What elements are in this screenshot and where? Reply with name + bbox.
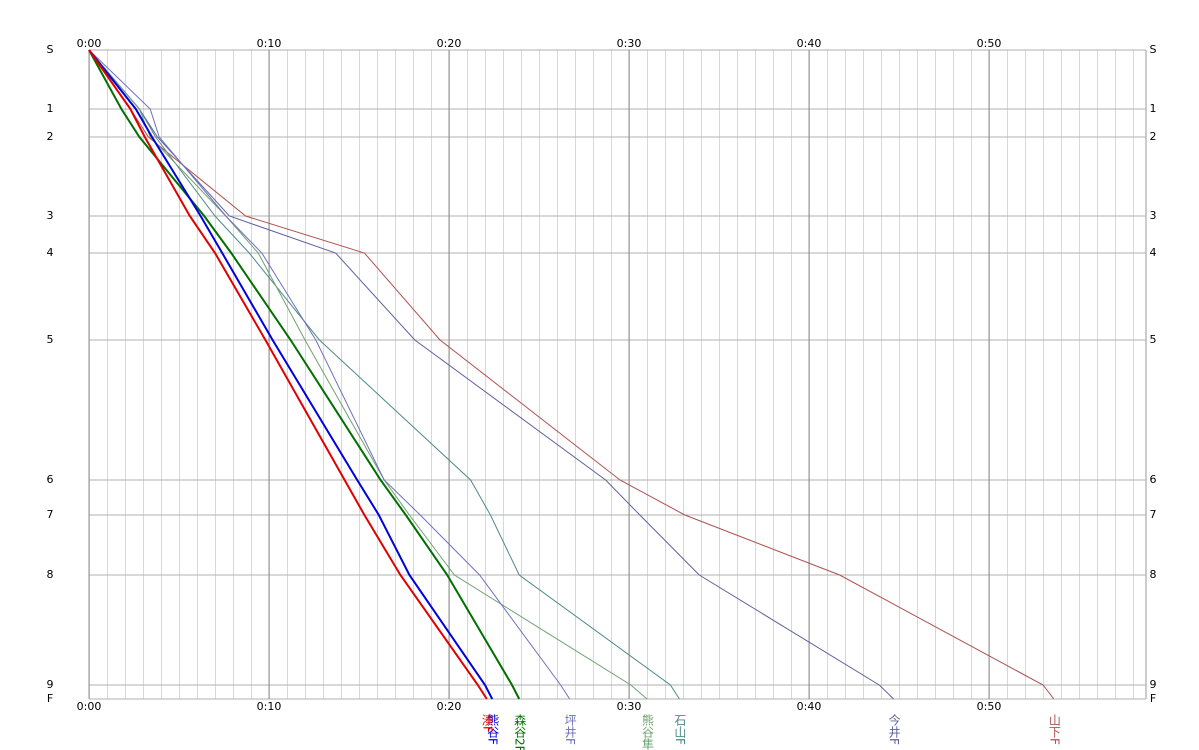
y-tick-label: S (47, 43, 54, 56)
y-tick-label: 6 (1150, 473, 1157, 486)
y-tick-label: 1 (1150, 102, 1157, 115)
y-tick-label: 9 (47, 678, 54, 691)
race-line (88, 49, 571, 700)
x-tick-label: 0:30 (617, 37, 642, 50)
y-tick-label: 2 (1150, 130, 1157, 143)
runner-label: 熊谷F (486, 713, 500, 745)
y-tick-label: 5 (1150, 333, 1157, 346)
y-tick-label: 7 (47, 508, 54, 521)
x-tick-label: 0:40 (797, 700, 822, 713)
x-tick-label: 0:00 (77, 37, 102, 50)
race-line (88, 49, 494, 700)
race-line (88, 49, 680, 700)
x-tick-label: 0:20 (437, 700, 462, 713)
minor-grid (89, 50, 1146, 699)
runner-label: 熊谷隼 (641, 713, 655, 750)
runner-label: 石山F (673, 714, 687, 745)
y-tick-label: F (1150, 692, 1156, 705)
y-tick-label: 4 (1150, 246, 1157, 259)
y-tick-label: 5 (47, 333, 54, 346)
runner-label: 森谷2F (513, 713, 527, 750)
x-tick-label: 0:30 (617, 700, 642, 713)
x-tick-label: 0:50 (977, 37, 1002, 50)
y-tick-label: 6 (47, 473, 54, 486)
race-line (88, 49, 521, 700)
y-tick-label: F (47, 692, 53, 705)
race-line (88, 49, 1055, 700)
x-tick-label: 0:10 (257, 37, 282, 50)
y-tick-label: 3 (1150, 209, 1157, 222)
race-line (88, 49, 894, 700)
runner-label: 山下F (1047, 714, 1061, 745)
y-tick-label: 9 (1150, 678, 1157, 691)
y-tick-label: 8 (1150, 568, 1157, 581)
y-tick-label: 3 (47, 209, 54, 222)
x-tick-label: 0:00 (77, 700, 102, 713)
race-line (88, 49, 488, 700)
y-tick-label: S (1150, 43, 1157, 56)
y-tick-label: 4 (47, 246, 54, 259)
y-tick-label: 1 (47, 102, 54, 115)
y-tick-label: 7 (1150, 508, 1157, 521)
x-tick-label: 0:50 (977, 700, 1002, 713)
y-tick-label: 2 (47, 130, 54, 143)
runner-label: 湊F (480, 714, 494, 733)
x-tick-label: 0:10 (257, 700, 282, 713)
x-tick-label: 0:40 (797, 37, 822, 50)
runner-label: 坪井F (563, 714, 577, 745)
x-tick-label: 0:20 (437, 37, 462, 50)
runner-label: 今井F (887, 713, 901, 745)
y-tick-label: 8 (47, 568, 54, 581)
